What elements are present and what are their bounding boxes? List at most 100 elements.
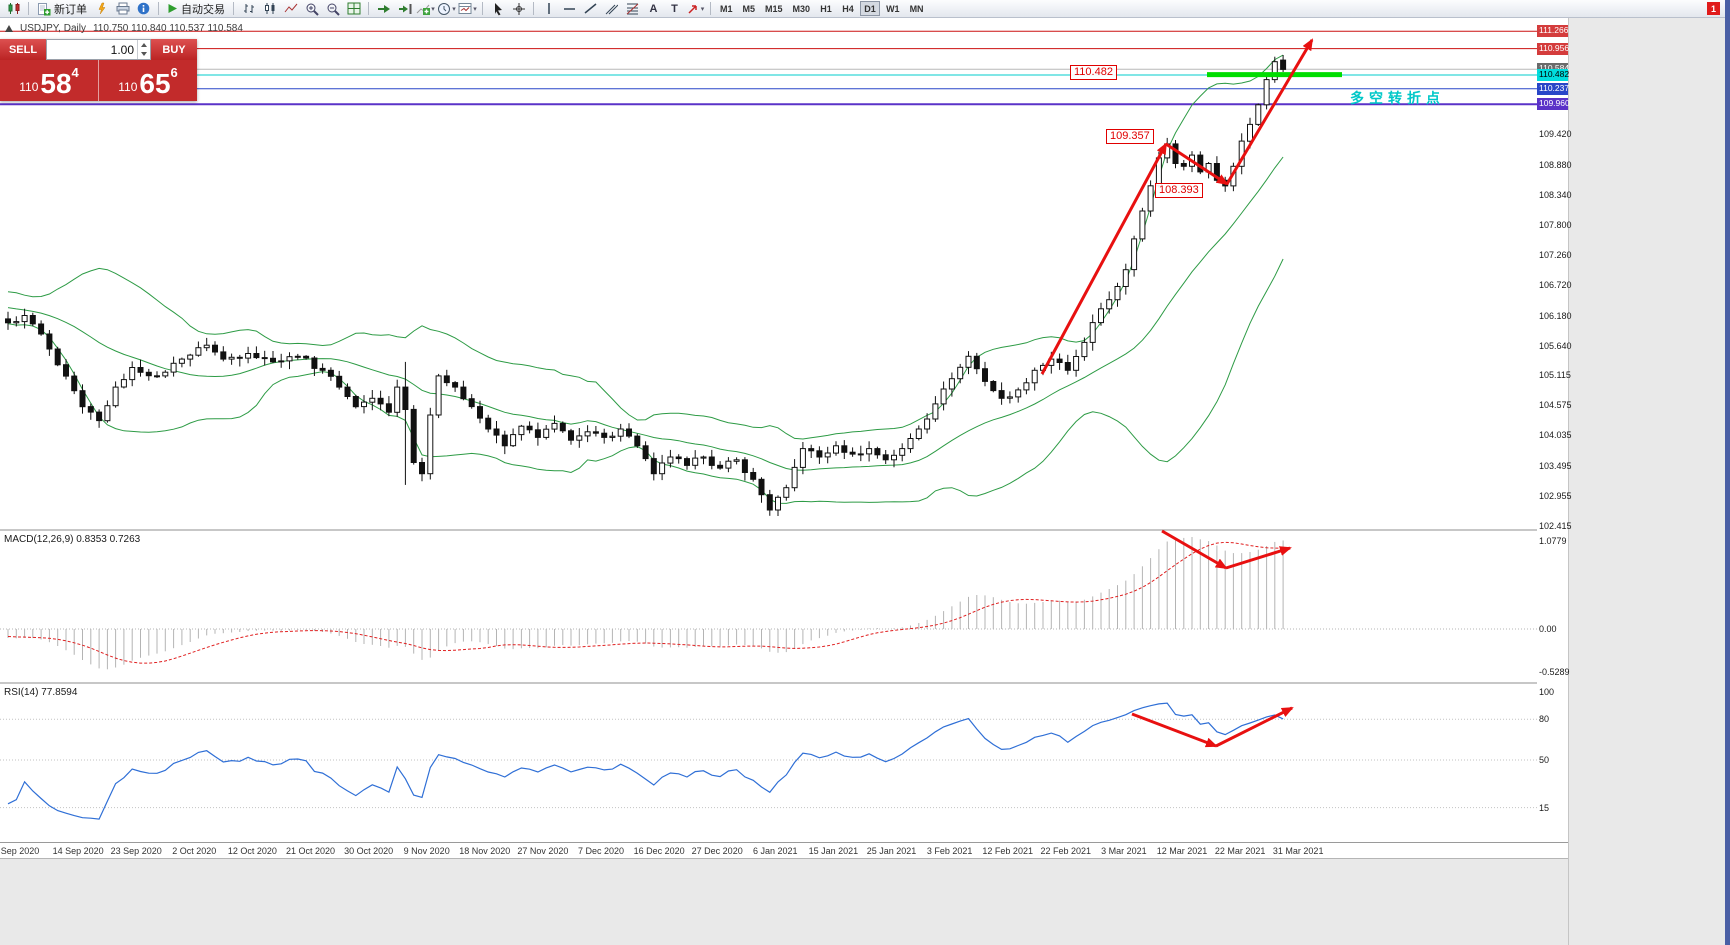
chart-title: USDJPY, Daily 110.750 110.840 110.537 11… <box>5 23 243 34</box>
date-label: 12 Feb 2021 <box>982 846 1033 856</box>
templates-caret-icon: ▾ <box>473 5 477 13</box>
turning-point-label[interactable]: 多空转折点 <box>1350 90 1445 106</box>
fibonacci-icon[interactable] <box>623 1 642 17</box>
price-tick: 108.340 <box>1539 189 1572 200</box>
price-marker: 110.482 <box>1537 69 1570 82</box>
price-tick: 108.880 <box>1539 159 1572 170</box>
price-tick: 107.800 <box>1539 219 1572 230</box>
info-glyph <box>137 2 150 15</box>
arrows-tool-icon[interactable]: ▾ <box>686 1 705 17</box>
price-tick: 107.260 <box>1539 250 1572 261</box>
price-divider <box>98 60 99 101</box>
price-tick: 104.575 <box>1539 400 1572 411</box>
volume-down-icon[interactable] <box>138 50 150 60</box>
bar-chart-glyph <box>243 4 254 13</box>
candlestick-chart-icon[interactable] <box>260 1 279 17</box>
channel-icon[interactable] <box>602 1 621 17</box>
crosshair-glyph <box>512 2 525 15</box>
sell-price[interactable]: 110 58 4 <box>0 60 98 101</box>
timeframe-m1[interactable]: M1 <box>720 3 733 14</box>
price-annotation-box[interactable]: 109.357 <box>1106 129 1154 144</box>
buy-price[interactable]: 110 65 6 <box>99 60 197 101</box>
rsi-scale-tick: 80 <box>1539 714 1550 725</box>
date-label: 23 Sep 2020 <box>110 846 162 856</box>
zoom-out-glyph <box>327 3 340 16</box>
price-marker: 111.266 <box>1537 25 1569 38</box>
trendline-glyph <box>584 3 597 14</box>
print-icon[interactable] <box>113 1 132 17</box>
rsi-scale-tick: 100 <box>1539 687 1555 697</box>
bottom-gutter <box>0 858 1568 945</box>
price-tick: 102.415 <box>1539 520 1572 531</box>
new-chart-glyph <box>8 3 19 14</box>
date-label: 12 Oct 2020 <box>227 846 277 856</box>
toolbar-separator <box>710 2 711 15</box>
line-chart-icon[interactable] <box>281 1 300 17</box>
chart-symbol-period: USDJPY, Daily <box>20 23 86 34</box>
notification-badge: 1 <box>1707 2 1720 15</box>
price-tick: 103.495 <box>1539 460 1572 471</box>
chart-canvas[interactable] <box>0 18 1537 842</box>
date-label: 7 Dec 2020 <box>577 846 625 856</box>
channel-glyph <box>605 4 618 15</box>
zoom-in-icon[interactable] <box>302 1 321 17</box>
date-label: Sep 2020 <box>0 846 40 856</box>
date-label: 3 Mar 2021 <box>1101 846 1147 856</box>
autotrading-button[interactable]: 自动交易 <box>163 1 229 17</box>
auto-scroll-icon[interactable] <box>374 1 393 17</box>
price-annotation-box[interactable]: 110.482 <box>1070 65 1117 80</box>
alerts-icon[interactable] <box>92 1 111 17</box>
text-tool-icon[interactable]: A <box>649 2 658 15</box>
date-label: 25 Jan 2021 <box>866 846 917 856</box>
chart-shift-icon[interactable] <box>395 1 414 17</box>
volume-up-icon[interactable] <box>138 40 150 50</box>
timeframe-h1[interactable]: H1 <box>820 3 832 14</box>
crosshair-icon[interactable] <box>509 1 528 17</box>
line-chart-glyph <box>284 3 297 13</box>
vertical-line-icon[interactable] <box>539 1 558 17</box>
tile-windows-icon[interactable] <box>344 1 363 17</box>
volume-spinner[interactable] <box>137 40 150 59</box>
timeframe-w1[interactable]: W1 <box>886 3 900 14</box>
horizontal-line-icon[interactable] <box>560 1 579 17</box>
price-tick: 105.115 <box>1539 370 1571 381</box>
print-glyph <box>116 2 129 15</box>
timeframe-h4[interactable]: H4 <box>842 3 854 14</box>
trendline-icon[interactable] <box>581 1 600 17</box>
info-icon[interactable] <box>134 1 153 17</box>
timeframe-m15[interactable]: M15 <box>765 3 783 14</box>
buy-button[interactable]: BUY <box>151 39 197 60</box>
templates-icon[interactable]: ▾ <box>458 1 477 17</box>
indicators-icon[interactable]: ▾ <box>416 1 435 17</box>
timeframe-m30[interactable]: M30 <box>792 3 811 14</box>
date-label: 18 Nov 2020 <box>459 846 511 856</box>
date-label: 9 Nov 2020 <box>403 846 450 856</box>
new-order-button[interactable]: 新订单 <box>33 1 91 17</box>
buy-price-pips: 65 <box>139 68 171 99</box>
cursor-icon[interactable] <box>488 1 507 17</box>
date-label: 31 Mar 2021 <box>1272 846 1324 856</box>
date-axis[interactable]: Sep 2020 14 Sep 2020 23 Sep 2020 2 Oct 2020… <box>0 842 1568 858</box>
toolbar-separator <box>233 2 234 15</box>
indicators-glyph <box>416 4 431 15</box>
date-label: 2 Oct 2020 <box>172 846 217 856</box>
price-tick: 102.955 <box>1539 490 1572 501</box>
chart-shift-glyph <box>398 3 411 14</box>
zoom-out-icon[interactable] <box>323 1 342 17</box>
price-annotation-box[interactable]: 108.393 <box>1155 183 1203 198</box>
label-tool-icon[interactable]: T <box>671 2 678 15</box>
timeframe-d1[interactable]: D1 <box>860 1 881 16</box>
chart-overlays: 110.482 109.357 108.393 多空转折点 <box>0 18 1568 858</box>
new-order-icon <box>38 2 51 15</box>
new-chart-icon[interactable] <box>4 1 23 17</box>
timeframe-m5[interactable]: M5 <box>742 3 756 14</box>
date-label: 27 Nov 2020 <box>517 846 569 856</box>
periods-icon[interactable]: ▾ <box>437 1 456 17</box>
date-label: 22 Feb 2021 <box>1040 846 1092 856</box>
bar-chart-icon[interactable] <box>239 1 258 17</box>
volume-input[interactable]: 1.00 <box>110 42 134 57</box>
timeframe-mn[interactable]: MN <box>909 3 924 14</box>
periods-glyph <box>438 2 451 15</box>
sell-button[interactable]: SELL <box>0 39 46 60</box>
price-scale[interactable]: 109.420 108.880 108.340 107.800 107.260 106.7… <box>1537 18 1572 842</box>
